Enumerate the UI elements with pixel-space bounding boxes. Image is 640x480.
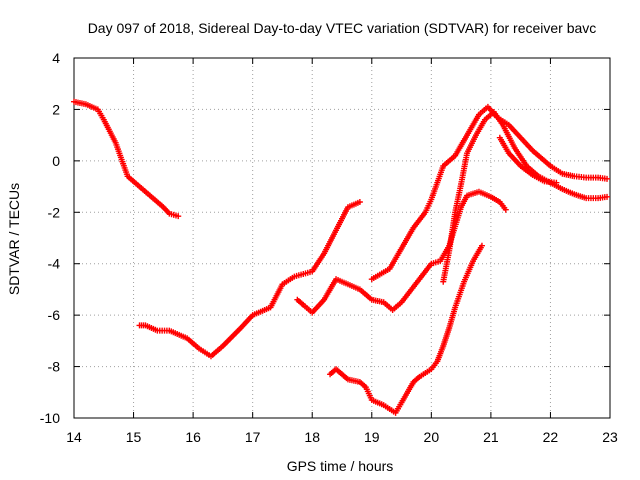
data-point xyxy=(502,206,509,213)
x-tick-label: 23 xyxy=(602,429,618,445)
x-tick-label: 21 xyxy=(483,429,499,445)
x-tick-label: 22 xyxy=(543,429,559,445)
x-tick-label: 20 xyxy=(424,429,440,445)
y-tick-label: 2 xyxy=(52,101,60,117)
x-tick-label: 14 xyxy=(66,429,82,445)
x-tick-label: 18 xyxy=(304,429,320,445)
x-tick-label: 17 xyxy=(245,429,261,445)
series-arc-1 xyxy=(71,98,182,220)
x-tick-label: 15 xyxy=(126,429,142,445)
data-point xyxy=(553,179,560,186)
x-axis-label: GPS time / hours xyxy=(287,458,394,474)
series-arc-2 xyxy=(136,199,363,360)
y-axis-label: SDTVAR / TECUs xyxy=(6,183,22,295)
x-tick-label: 16 xyxy=(185,429,201,445)
y-tick-label: -2 xyxy=(48,204,61,220)
chart-title: Day 097 of 2018, Sidereal Day-to-day VTE… xyxy=(88,20,597,36)
data-point xyxy=(478,242,485,249)
x-tick-labels: 14 15 16 17 18 19 20 21 22 23 xyxy=(66,429,618,445)
plot-frame xyxy=(73,57,611,419)
y-tick-labels: -10 -8 -6 -4 -2 0 2 4 xyxy=(40,50,60,426)
y-tick-label: -8 xyxy=(48,359,61,375)
y-tick-label: 4 xyxy=(52,50,60,66)
data-point xyxy=(604,175,611,182)
data-point xyxy=(175,213,182,220)
data-point xyxy=(356,199,363,205)
y-tick-label: -4 xyxy=(48,256,61,272)
y-tick-label: -6 xyxy=(48,307,61,323)
series-arc-7 xyxy=(496,134,560,186)
y-tick-label: -10 xyxy=(40,410,60,426)
data-series xyxy=(71,98,611,416)
grid xyxy=(74,58,610,418)
x-tick-label: 19 xyxy=(364,429,380,445)
axis-ticks xyxy=(73,57,611,419)
y-tick-label: 0 xyxy=(52,153,60,169)
data-point xyxy=(604,193,611,200)
series-arc-4 xyxy=(327,242,485,416)
